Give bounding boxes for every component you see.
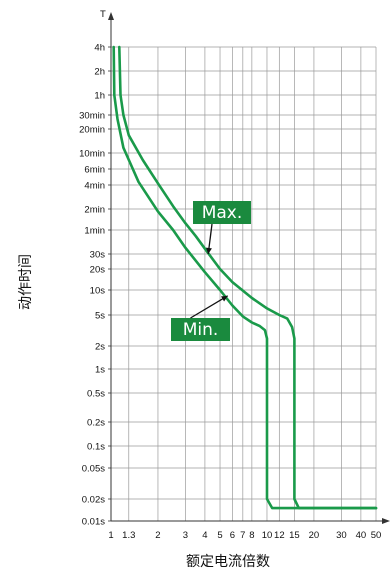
annotation-max: Max.	[193, 201, 251, 255]
y-tick-label: 30s	[90, 250, 106, 261]
axes	[108, 12, 390, 524]
grid	[110, 46, 377, 522]
y-tick-label: 2min	[84, 205, 105, 216]
x-tick-label: 7	[240, 530, 245, 541]
x-tick-label: 15	[289, 530, 300, 541]
y-tick-label: 20min	[79, 125, 105, 136]
y-tick-label: 4h	[94, 43, 105, 54]
x-tick-label: 30	[336, 530, 347, 541]
x-tick-label: 20	[309, 530, 320, 541]
y-axis-arrow-label: T	[100, 9, 106, 20]
x-tick-label: 50	[371, 530, 382, 541]
y-axis-arrow	[108, 12, 114, 20]
y-tick-labels: 4h 2h 1h 30min 20min 10min 6min 4min 2min 1min 30s…	[79, 43, 105, 528]
x-tick-label: 6	[230, 530, 235, 541]
y-tick-label: 0.02s	[82, 495, 105, 506]
x-tick-label: 1.3	[122, 530, 135, 541]
x-tick-label: 8	[249, 530, 254, 541]
y-tick-label: 1h	[94, 91, 105, 102]
y-tick-label: 20s	[90, 265, 106, 276]
y-axis-label: 动作时间	[18, 254, 34, 310]
y-tick-label: 6min	[84, 165, 105, 176]
y-tick-label: 0.5s	[87, 389, 105, 400]
x-tick-label: 10	[262, 530, 273, 541]
x-axis-arrow	[382, 518, 390, 524]
y-tick-label: 5s	[95, 311, 105, 322]
x-tick-label: 1	[108, 530, 113, 541]
x-axis-label: 额定电流倍数	[186, 554, 270, 570]
y-tick-label: 10min	[79, 149, 105, 160]
x-tick-label: 5	[217, 530, 222, 541]
y-tick-label: 0.01s	[82, 517, 105, 528]
annotations: Max. Min.	[171, 201, 251, 341]
x-tick-label: 4	[202, 530, 207, 541]
annotation-text: Min.	[183, 320, 219, 340]
annotation-box	[193, 201, 251, 224]
x-tick-label: 40	[356, 530, 367, 541]
annotation-arrowhead	[221, 295, 228, 302]
x-tick-labels: 1 1.3 2 3 4 5 6 7 8 10 12 15 20 30 40 50	[108, 530, 381, 541]
y-tick-label: 4min	[84, 181, 105, 192]
curve-max	[118, 45, 378, 510]
annotation-box	[171, 318, 230, 341]
y-tick-label: 2h	[94, 67, 105, 78]
x-tick-label: 2	[155, 530, 160, 541]
curves	[112, 45, 378, 510]
curve-min	[112, 45, 378, 510]
annotation-min: Min.	[171, 295, 230, 341]
y-tick-label: 0.2s	[87, 418, 105, 429]
y-tick-label: 0.1s	[87, 442, 105, 453]
annotation-text: Max.	[202, 203, 243, 223]
x-tick-label: 3	[183, 530, 188, 541]
y-tick-label: 1min	[84, 226, 105, 237]
y-tick-label: 1s	[95, 365, 105, 376]
y-tick-label: 0.05s	[82, 464, 105, 475]
annotation-arrowhead	[205, 247, 212, 254]
y-tick-label: 2s	[95, 342, 105, 353]
x-tick-label: 12	[274, 530, 285, 541]
y-tick-label: 10s	[90, 286, 106, 297]
annotation-pointer	[190, 295, 229, 319]
y-tick-label: 30min	[79, 111, 105, 122]
